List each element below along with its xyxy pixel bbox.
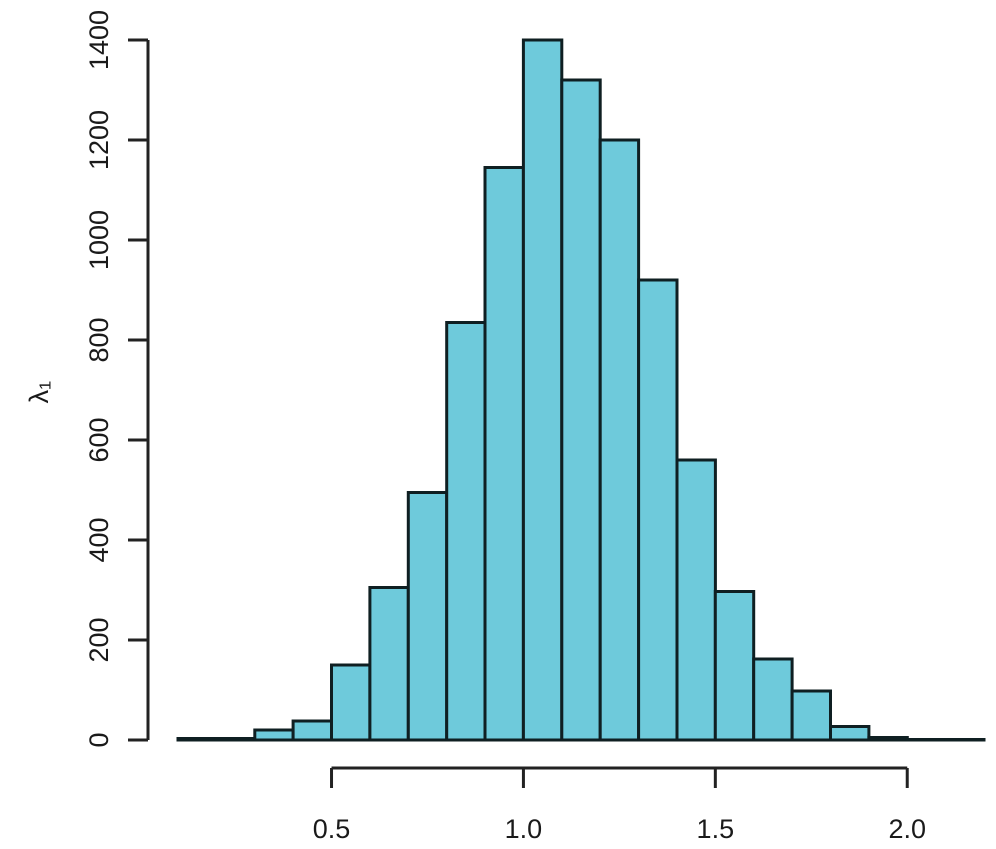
histogram-bar <box>752 657 794 742</box>
y-tick-label: 1400 <box>84 10 114 70</box>
histogram-bar <box>291 719 334 742</box>
histogram-bar <box>867 736 909 742</box>
histogram-bar <box>445 321 487 742</box>
y-tick-label: 400 <box>84 517 114 562</box>
histogram-bar <box>214 737 257 742</box>
y-tick-label: 600 <box>84 417 114 462</box>
histogram-bar <box>406 491 449 742</box>
histogram-bar <box>713 590 756 742</box>
y-tick-label: 0 <box>84 732 114 747</box>
x-axis: 0.5 1.0 1.5 2.0 <box>313 766 926 844</box>
x-tick-label: 1.5 <box>697 814 735 844</box>
x-tick-label: 2.0 <box>888 814 926 844</box>
y-tick-label: 200 <box>84 617 114 662</box>
histogram-bar <box>598 138 641 742</box>
histogram-bar <box>368 586 410 742</box>
histogram-bar <box>521 38 564 742</box>
y-tick-label: 800 <box>84 317 114 362</box>
histogram-bars <box>176 38 986 742</box>
y-tick-label: 1000 <box>84 210 114 270</box>
histogram-bar <box>675 458 717 742</box>
histogram-bar <box>253 728 295 742</box>
histogram-bar <box>637 278 679 742</box>
histogram-bar <box>829 725 871 742</box>
x-tick-label: 0.5 <box>313 814 351 844</box>
histogram-bar <box>330 663 372 742</box>
histogram-bar <box>483 166 525 742</box>
histogram-bar <box>905 738 948 742</box>
histogram-bar <box>790 689 832 742</box>
y-axis: 0 200 400 600 800 1000 1200 1400 <box>84 10 150 748</box>
histogram-bar <box>560 78 602 742</box>
y-axis-label: λ₁ <box>24 381 54 404</box>
y-tick-label: 1200 <box>84 110 114 170</box>
histogram-bar <box>944 738 986 742</box>
x-tick-label: 1.0 <box>505 814 543 844</box>
histogram-bar <box>176 737 218 742</box>
